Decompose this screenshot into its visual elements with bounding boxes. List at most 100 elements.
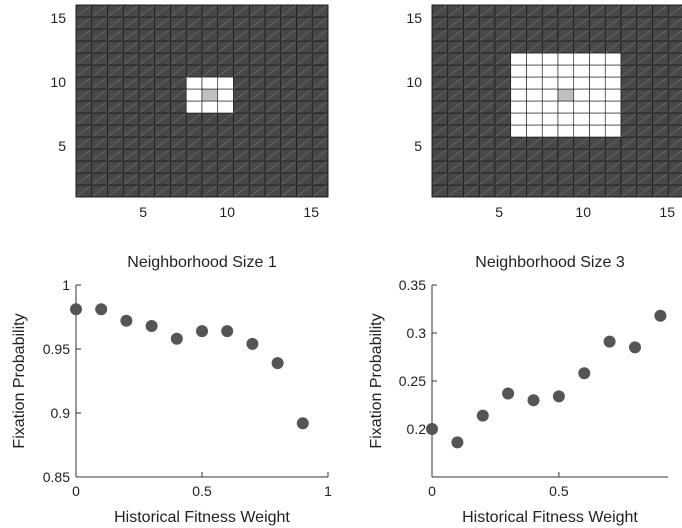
- cell-diagonal: [280, 16, 297, 30]
- cell-diagonal: [186, 16, 203, 30]
- x-tick-label: 10: [219, 204, 235, 220]
- cell-diagonal: [249, 52, 266, 66]
- cell-diagonal: [447, 136, 464, 150]
- cell-diagonal: [312, 184, 329, 198]
- grid-cell: [510, 88, 527, 102]
- cell-diagonal: [170, 28, 187, 42]
- cell-diagonal: [75, 52, 92, 66]
- cell-diagonal: [296, 136, 313, 150]
- cell-diagonal: [668, 162, 682, 174]
- cell-diagonal: [463, 124, 480, 138]
- cell-diagonal: [557, 28, 574, 42]
- cell-diagonal: [312, 4, 329, 18]
- cell-diagonal: [75, 184, 92, 198]
- cell-diagonal: [668, 150, 682, 162]
- cell-diagonal: [652, 136, 669, 150]
- grid-cell: [604, 52, 622, 66]
- cell-diagonal: [526, 184, 543, 198]
- cell-diagonal: [494, 64, 511, 78]
- cell-diagonal: [479, 148, 496, 162]
- grid-cell: [541, 76, 559, 90]
- cell-diagonal: [107, 52, 124, 66]
- cell-diagonal: [91, 112, 108, 126]
- cell-diagonal: [312, 64, 329, 78]
- cell-diagonal: [431, 100, 448, 114]
- cell-diagonal: [447, 124, 464, 138]
- grid-cell: [557, 64, 575, 78]
- cell-diagonal: [107, 28, 124, 42]
- cell-diagonal: [186, 136, 203, 150]
- cell-diagonal: [652, 28, 669, 42]
- y-tick-label: 5: [414, 138, 422, 154]
- cell-diagonal: [75, 76, 92, 90]
- cell-diagonal: [542, 184, 559, 198]
- cell-diagonal: [510, 172, 527, 186]
- cell-diagonal: [170, 88, 187, 102]
- cell-diagonal: [668, 42, 682, 54]
- cell-diagonal: [312, 112, 329, 126]
- cell-diagonal: [431, 112, 448, 126]
- cell-diagonal: [479, 136, 496, 150]
- cell-diagonal: [233, 64, 250, 78]
- cell-diagonal: [431, 148, 448, 162]
- cell-diagonal: [479, 160, 496, 174]
- data-point: [196, 325, 208, 338]
- cell-diagonal: [589, 184, 606, 198]
- cell-diagonal: [494, 4, 511, 18]
- cell-diagonal: [652, 124, 669, 138]
- grid-cell: [589, 124, 606, 138]
- cell-diagonal: [154, 112, 171, 126]
- cell-diagonal: [123, 112, 140, 126]
- cell-diagonal: [557, 4, 574, 18]
- cell-diagonal: [170, 184, 187, 198]
- cell-diagonal: [201, 52, 218, 66]
- cell-diagonal: [573, 184, 590, 198]
- grid-cell: [604, 64, 622, 78]
- cell-diagonal: [494, 28, 511, 42]
- cell-diagonal: [107, 76, 124, 90]
- heatmap-frame: [75, 4, 329, 198]
- cell-diagonal: [138, 124, 155, 138]
- cell-diagonal: [217, 52, 234, 66]
- grid-cell: [526, 100, 543, 114]
- cell-diagonal: [636, 172, 653, 186]
- cell-diagonal: [154, 4, 171, 18]
- cell-diagonal: [589, 16, 606, 30]
- cell-diagonal: [233, 28, 250, 42]
- chart-title: Neighborhood Size 1: [127, 254, 277, 271]
- cell-diagonal: [557, 40, 574, 54]
- cell-diagonal: [75, 136, 92, 150]
- cell-diagonal: [249, 136, 266, 150]
- cell-diagonal: [652, 88, 669, 102]
- y-tick-label: 0.35: [399, 277, 426, 293]
- grid-cell: [573, 76, 590, 90]
- cell-diagonal: [249, 124, 266, 138]
- cell-diagonal: [463, 64, 480, 78]
- cell-diagonal: [636, 88, 653, 102]
- grid-cell: [589, 76, 606, 90]
- cell-diagonal: [605, 16, 622, 30]
- cell-diagonal: [431, 28, 448, 42]
- y-tick-label: 15: [406, 10, 422, 26]
- cell-diagonal: [479, 4, 496, 18]
- cell-diagonal: [526, 160, 543, 174]
- cell-diagonal: [91, 148, 108, 162]
- cell-diagonal: [605, 136, 622, 150]
- cell-diagonal: [526, 172, 543, 186]
- cell-diagonal: [296, 64, 313, 78]
- cell-diagonal: [312, 76, 329, 90]
- y-axis-label: Fixation Probability: [11, 313, 28, 448]
- cell-diagonal: [138, 100, 155, 114]
- data-point: [271, 357, 284, 370]
- cell-diagonal: [542, 16, 559, 30]
- cell-diagonal: [312, 172, 329, 186]
- cell-diagonal: [479, 76, 496, 90]
- cell-diagonal: [620, 112, 637, 126]
- data-point: [552, 390, 565, 403]
- cell-diagonal: [447, 148, 464, 162]
- cell-diagonal: [542, 148, 559, 162]
- cell-diagonal: [75, 100, 92, 114]
- cell-diagonal: [463, 136, 480, 150]
- cell-diagonal: [605, 40, 622, 54]
